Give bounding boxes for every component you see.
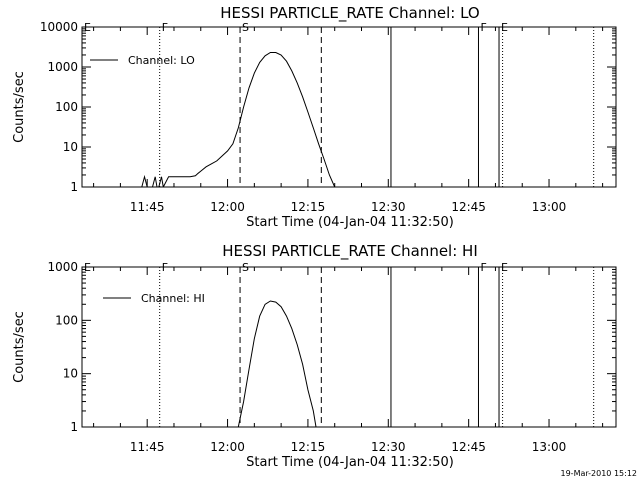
y-tick-label-lo: 10 (63, 140, 78, 154)
x-axis-label-lo: Start Time (04-Jan-04 11:32:50) (246, 215, 454, 230)
x-axis-label-hi: Start Time (04-Jan-04 11:32:50) (246, 455, 454, 470)
event-marker-label-lo: F (162, 21, 168, 34)
event-marker-label-hi: F (480, 261, 486, 274)
plot-frame-hi (81, 266, 617, 428)
x-tick-label-hi: 12:00 (210, 440, 245, 454)
event-marker-label-hi: E (84, 261, 91, 274)
x-tick-label-hi: 11:45 (130, 440, 165, 454)
chart-panel-lo: HESSI PARTICLE_RATE Channel: LO Start Ti… (12, 4, 617, 230)
y-tick-label-hi: 1000 (47, 260, 78, 274)
event-marker-label-hi: S (242, 261, 249, 274)
y-axis-label-lo: Counts/sec (12, 71, 27, 143)
y-tick-label-lo: 1000 (47, 60, 78, 74)
series-line-hi (237, 300, 317, 427)
event-marker-label-lo: F (480, 21, 486, 34)
event-marker-label-hi: E (501, 261, 508, 274)
chart-panel-hi: HESSI PARTICLE_RATE Channel: HI Start Ti… (12, 242, 617, 470)
x-tick-label-hi: 12:30 (371, 440, 406, 454)
chart-title-lo: HESSI PARTICLE_RATE Channel: LO (220, 4, 479, 23)
x-tick-label-hi: 12:15 (291, 440, 326, 454)
event-marker-label-lo: E (501, 21, 508, 34)
event-marker-label-lo: S (242, 21, 249, 34)
y-tick-label-hi: 10 (63, 367, 78, 381)
event-marker-label-lo: E (84, 21, 91, 34)
x-tick-label-lo: 12:15 (291, 200, 326, 214)
x-tick-label-lo: 13:00 (532, 200, 567, 214)
legend-label-lo: Channel: LO (128, 54, 195, 67)
x-tick-label-hi: 13:00 (532, 440, 567, 454)
y-tick-label-lo: 10000 (40, 20, 78, 34)
x-tick-label-lo: 12:00 (210, 200, 245, 214)
y-tick-label-hi: 1 (70, 420, 78, 434)
event-marker-label-hi: F (162, 261, 168, 274)
x-tick-label-lo: 12:45 (451, 200, 486, 214)
legend-label-hi: Channel: HI (141, 292, 205, 305)
series-line-lo (141, 52, 336, 187)
y-tick-label-lo: 1 (70, 180, 78, 194)
footer-timestamp: 19-Mar-2010 15:12 (561, 469, 638, 478)
y-tick-label-hi: 100 (55, 313, 78, 327)
chart-title-hi: HESSI PARTICLE_RATE Channel: HI (222, 242, 478, 261)
x-tick-label-lo: 11:45 (130, 200, 165, 214)
y-axis-label-hi: Counts/sec (12, 311, 27, 383)
x-tick-label-lo: 12:30 (371, 200, 406, 214)
y-tick-label-lo: 100 (55, 100, 78, 114)
x-tick-label-hi: 12:45 (451, 440, 486, 454)
